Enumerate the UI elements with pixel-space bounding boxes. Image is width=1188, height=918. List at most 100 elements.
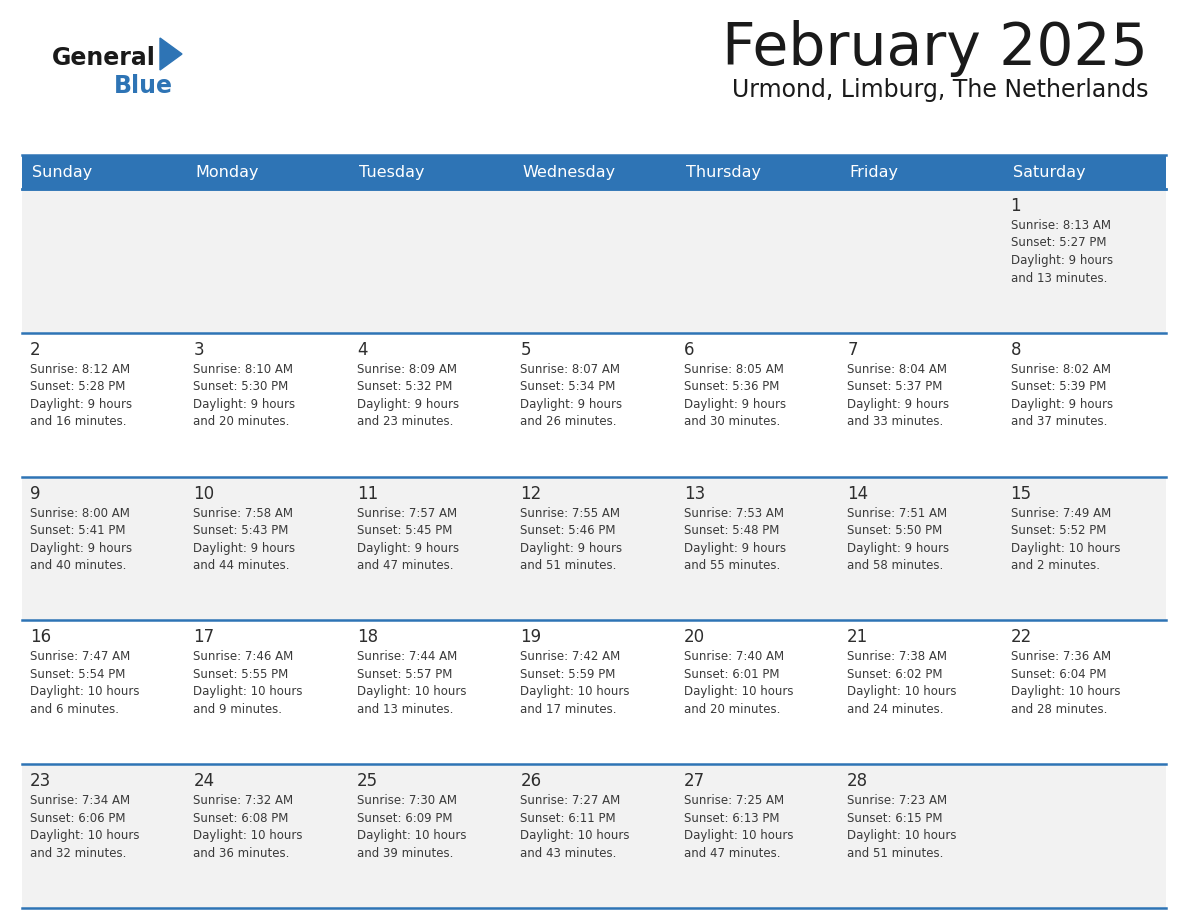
Text: Daylight: 10 hours: Daylight: 10 hours — [847, 686, 956, 699]
Text: and 37 minutes.: and 37 minutes. — [1011, 415, 1107, 429]
Text: Sunset: 5:54 PM: Sunset: 5:54 PM — [30, 668, 126, 681]
Text: Daylight: 9 hours: Daylight: 9 hours — [847, 542, 949, 554]
Bar — [1003, 621, 1165, 764]
Bar — [185, 155, 349, 189]
Text: and 33 minutes.: and 33 minutes. — [847, 415, 943, 429]
Text: February 2025: February 2025 — [722, 20, 1148, 77]
Bar — [839, 333, 1003, 476]
Text: Sunrise: 8:00 AM: Sunrise: 8:00 AM — [30, 507, 129, 520]
Text: Daylight: 9 hours: Daylight: 9 hours — [30, 542, 132, 554]
Text: Sunrise: 7:49 AM: Sunrise: 7:49 AM — [1011, 507, 1111, 520]
Text: 13: 13 — [684, 485, 704, 502]
Text: and 16 minutes.: and 16 minutes. — [30, 415, 126, 429]
Text: Sunrise: 7:36 AM: Sunrise: 7:36 AM — [1011, 650, 1111, 664]
Text: Daylight: 10 hours: Daylight: 10 hours — [1011, 542, 1120, 554]
Text: 27: 27 — [684, 772, 704, 790]
Bar — [512, 764, 676, 908]
Bar — [512, 155, 676, 189]
Text: Sunrise: 7:58 AM: Sunrise: 7:58 AM — [194, 507, 293, 520]
Text: Daylight: 9 hours: Daylight: 9 hours — [194, 542, 296, 554]
Bar — [676, 333, 839, 476]
Text: Saturday: Saturday — [1012, 164, 1085, 180]
Text: 20: 20 — [684, 629, 704, 646]
Bar — [349, 333, 512, 476]
Bar — [1003, 155, 1165, 189]
Text: Daylight: 9 hours: Daylight: 9 hours — [1011, 397, 1113, 410]
Text: Sunrise: 7:38 AM: Sunrise: 7:38 AM — [847, 650, 947, 664]
Bar — [512, 189, 676, 333]
Text: and 28 minutes.: and 28 minutes. — [1011, 703, 1107, 716]
Text: Daylight: 10 hours: Daylight: 10 hours — [30, 686, 139, 699]
Text: Sunrise: 8:07 AM: Sunrise: 8:07 AM — [520, 363, 620, 375]
Bar — [512, 476, 676, 621]
Text: Sunset: 5:30 PM: Sunset: 5:30 PM — [194, 380, 289, 393]
Text: 26: 26 — [520, 772, 542, 790]
Text: 5: 5 — [520, 341, 531, 359]
Text: Sunrise: 7:51 AM: Sunrise: 7:51 AM — [847, 507, 947, 520]
Bar — [349, 476, 512, 621]
Text: 23: 23 — [30, 772, 51, 790]
Bar — [23, 189, 185, 333]
Text: Sunset: 5:28 PM: Sunset: 5:28 PM — [30, 380, 126, 393]
Bar — [676, 476, 839, 621]
Text: Sunrise: 8:05 AM: Sunrise: 8:05 AM — [684, 363, 784, 375]
Text: and 24 minutes.: and 24 minutes. — [847, 703, 943, 716]
Text: Daylight: 9 hours: Daylight: 9 hours — [520, 542, 623, 554]
Text: 4: 4 — [356, 341, 367, 359]
Text: Blue: Blue — [114, 74, 173, 98]
Text: Daylight: 10 hours: Daylight: 10 hours — [194, 686, 303, 699]
Text: Daylight: 10 hours: Daylight: 10 hours — [1011, 686, 1120, 699]
Text: and 9 minutes.: and 9 minutes. — [194, 703, 283, 716]
Text: Sunset: 5:48 PM: Sunset: 5:48 PM — [684, 524, 779, 537]
Text: 25: 25 — [356, 772, 378, 790]
Text: Daylight: 10 hours: Daylight: 10 hours — [684, 829, 794, 842]
Text: Sunrise: 7:40 AM: Sunrise: 7:40 AM — [684, 650, 784, 664]
Text: Sunset: 6:11 PM: Sunset: 6:11 PM — [520, 812, 615, 824]
Text: Sunday: Sunday — [32, 164, 93, 180]
Bar — [185, 621, 349, 764]
Text: Sunset: 5:27 PM: Sunset: 5:27 PM — [1011, 237, 1106, 250]
Text: and 30 minutes.: and 30 minutes. — [684, 415, 781, 429]
Text: and 2 minutes.: and 2 minutes. — [1011, 559, 1100, 572]
Text: Monday: Monday — [196, 164, 259, 180]
Text: Sunset: 6:13 PM: Sunset: 6:13 PM — [684, 812, 779, 824]
Text: and 44 minutes.: and 44 minutes. — [194, 559, 290, 572]
Text: Daylight: 9 hours: Daylight: 9 hours — [847, 397, 949, 410]
Bar — [676, 189, 839, 333]
Text: 17: 17 — [194, 629, 215, 646]
Bar — [839, 476, 1003, 621]
Text: and 20 minutes.: and 20 minutes. — [684, 703, 781, 716]
Text: General: General — [52, 46, 156, 70]
Bar — [1003, 476, 1165, 621]
Text: Sunset: 5:57 PM: Sunset: 5:57 PM — [356, 668, 453, 681]
Text: Sunrise: 7:47 AM: Sunrise: 7:47 AM — [30, 650, 131, 664]
Bar — [839, 155, 1003, 189]
Text: Daylight: 9 hours: Daylight: 9 hours — [520, 397, 623, 410]
Text: and 26 minutes.: and 26 minutes. — [520, 415, 617, 429]
Text: Sunset: 5:32 PM: Sunset: 5:32 PM — [356, 380, 453, 393]
Text: 14: 14 — [847, 485, 868, 502]
Text: Daylight: 10 hours: Daylight: 10 hours — [356, 686, 467, 699]
Text: Sunset: 6:08 PM: Sunset: 6:08 PM — [194, 812, 289, 824]
Bar — [185, 476, 349, 621]
Text: Sunset: 6:15 PM: Sunset: 6:15 PM — [847, 812, 942, 824]
Text: Sunrise: 7:27 AM: Sunrise: 7:27 AM — [520, 794, 620, 807]
Text: 22: 22 — [1011, 629, 1032, 646]
Text: 18: 18 — [356, 629, 378, 646]
Text: and 13 minutes.: and 13 minutes. — [356, 703, 454, 716]
Text: 21: 21 — [847, 629, 868, 646]
Bar — [23, 333, 185, 476]
Text: Daylight: 9 hours: Daylight: 9 hours — [684, 542, 785, 554]
Bar — [676, 155, 839, 189]
Text: Sunrise: 7:53 AM: Sunrise: 7:53 AM — [684, 507, 784, 520]
Text: Daylight: 9 hours: Daylight: 9 hours — [194, 397, 296, 410]
Bar — [185, 333, 349, 476]
Bar — [23, 621, 185, 764]
Text: Thursday: Thursday — [685, 164, 760, 180]
Text: Sunset: 6:02 PM: Sunset: 6:02 PM — [847, 668, 942, 681]
Bar — [839, 189, 1003, 333]
Text: Sunrise: 8:13 AM: Sunrise: 8:13 AM — [1011, 219, 1111, 232]
Bar — [349, 155, 512, 189]
Text: and 36 minutes.: and 36 minutes. — [194, 846, 290, 859]
Text: and 51 minutes.: and 51 minutes. — [847, 846, 943, 859]
